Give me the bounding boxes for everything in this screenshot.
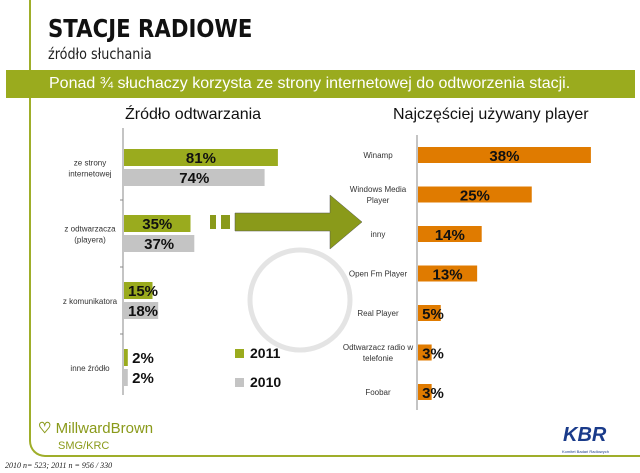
category-label: Winamp xyxy=(363,151,393,160)
bar-2010 xyxy=(124,302,159,319)
sample-note: 2010 n= 523; 2011 n = 956 / 330 xyxy=(5,461,113,470)
bar xyxy=(418,265,478,282)
bar-2011 xyxy=(124,349,128,366)
logo-text: MillwardBrown xyxy=(55,420,154,437)
headline-banner: Ponad ¾ słuchaczy korzysta ze strony int… xyxy=(6,70,635,98)
chart-title-left: Źródło odtwarzania xyxy=(125,106,262,123)
bar-2011 xyxy=(124,282,153,299)
kbr-logo: KBR xyxy=(563,424,607,446)
bar xyxy=(418,344,432,361)
data-label: 35% xyxy=(142,216,172,233)
page-subtitle: źródło słuchania xyxy=(48,45,152,63)
legend-swatch xyxy=(235,349,244,358)
bar-2010 xyxy=(124,169,265,186)
category-label: z odtwarzacza xyxy=(64,225,116,234)
bar xyxy=(418,305,441,321)
arrow-icon xyxy=(210,194,363,250)
category-label: ze strony xyxy=(74,159,106,168)
legend-swatch xyxy=(235,378,244,387)
data-label: 81% xyxy=(186,150,216,167)
category-label: internetowej xyxy=(68,170,111,179)
category-label: Player xyxy=(367,196,390,205)
chart-title-right: Najczęściej używany player xyxy=(393,106,589,123)
bar-2011 xyxy=(124,149,278,166)
data-label: 13% xyxy=(433,267,463,284)
legend-label: 2011 xyxy=(250,345,281,361)
data-label: 3% xyxy=(422,346,444,363)
bar-2010 xyxy=(124,235,195,252)
bar xyxy=(418,384,432,400)
bar xyxy=(418,147,591,163)
heart-logo-icon: ♡ xyxy=(38,420,52,437)
category-label: Odtwarzacz radio w xyxy=(343,343,413,352)
legend-label: 2010 xyxy=(250,374,282,390)
category-label: Foobar xyxy=(365,388,391,397)
slide-frame xyxy=(29,0,640,457)
data-label: 2% xyxy=(132,370,154,387)
data-label: 2% xyxy=(132,350,154,367)
legend-2010: 2010 xyxy=(235,374,281,390)
kbr-logo-sub: Komitet Badań Radiowych xyxy=(562,449,609,454)
data-label: 37% xyxy=(144,236,174,253)
data-label: 15% xyxy=(128,283,158,300)
data-label: 38% xyxy=(489,148,519,165)
data-label: 18% xyxy=(128,303,158,320)
data-label: 74% xyxy=(179,170,209,187)
data-label: 25% xyxy=(460,188,490,205)
category-label: Real Player xyxy=(357,309,399,318)
data-label: 3% xyxy=(422,385,444,402)
smg-krc-logo: SMG/KRC xyxy=(58,440,110,452)
category-label: inny xyxy=(371,230,386,239)
category-label: (playera) xyxy=(74,236,106,245)
bar-2011 xyxy=(124,215,191,232)
page-title: STACJE RADIOWE xyxy=(48,14,253,43)
bar xyxy=(418,186,532,203)
category-label: telefonie xyxy=(363,354,394,363)
category-label: inne źródło xyxy=(70,364,110,373)
watermark-at-icon xyxy=(247,247,353,353)
data-label: 14% xyxy=(435,227,465,244)
millward-brown-logo: ♡ MillwardBrown xyxy=(38,421,153,437)
category-label: Open Fm Player xyxy=(349,270,408,279)
legend-2011: 2011 xyxy=(235,345,280,361)
category-label: z komunikatora xyxy=(63,297,118,306)
bar xyxy=(418,226,482,242)
bar-2010 xyxy=(124,369,128,386)
category-label: Windows Media xyxy=(350,185,407,194)
data-label: 5% xyxy=(422,306,444,323)
